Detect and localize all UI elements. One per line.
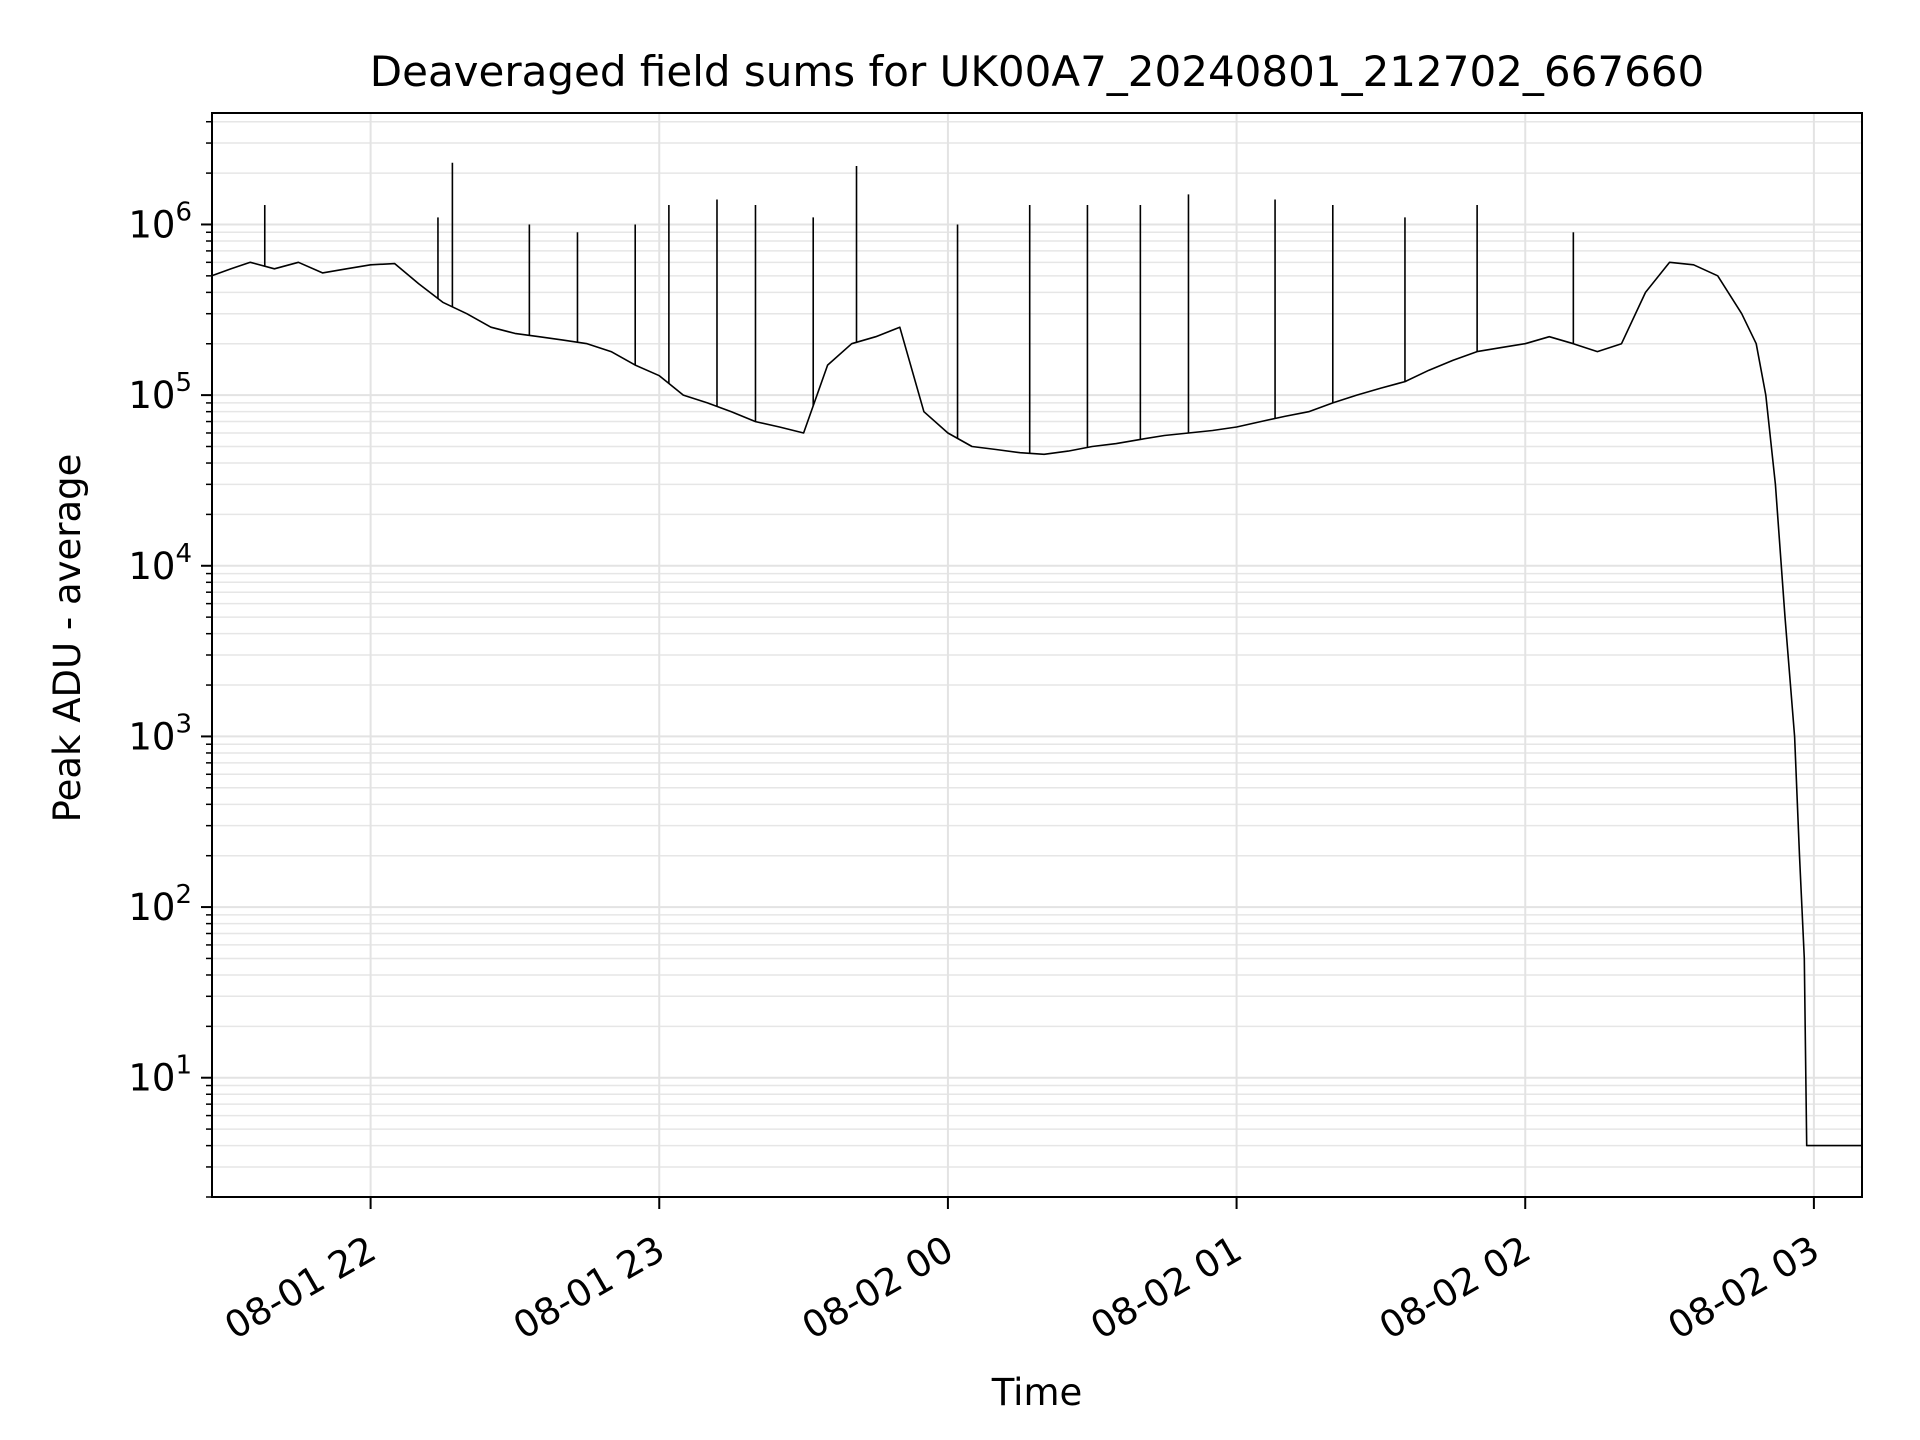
plot-lines bbox=[211, 162, 1862, 1147]
series-line bbox=[211, 261, 1862, 1147]
x-tick-label: 08-02 02 bbox=[1372, 1228, 1538, 1348]
y-tick-exponent: 4 bbox=[175, 539, 192, 569]
y-tick-label: 102 bbox=[128, 880, 192, 929]
chart-title: Deaveraged field sums for UK00A7_2024080… bbox=[370, 47, 1704, 96]
x-tick-label: 08-02 01 bbox=[1084, 1228, 1250, 1348]
y-tick-label: 104 bbox=[128, 539, 192, 588]
y-tick-base: 10 bbox=[128, 886, 175, 929]
y-tick-label: 101 bbox=[128, 1051, 192, 1100]
y-tick-base: 10 bbox=[128, 1057, 175, 1100]
y-tick-base: 10 bbox=[128, 715, 175, 758]
y-axis-label: Peak ADU - average bbox=[46, 454, 89, 823]
x-axis-ticks: 08-01 22 08-01 23 08-02 00 08-02 01 08-02 02… bbox=[218, 1197, 1827, 1348]
x-tick-label: 08-01 23 bbox=[506, 1228, 672, 1348]
y-tick-base: 10 bbox=[128, 545, 175, 588]
y-tick-exponent: 6 bbox=[175, 197, 192, 227]
y-tick-label: 105 bbox=[128, 368, 192, 417]
minor-grid bbox=[212, 120, 1862, 1198]
y-tick-label: 103 bbox=[128, 709, 192, 758]
y-tick-exponent: 2 bbox=[175, 880, 192, 910]
major-grid bbox=[212, 113, 1862, 1197]
x-axis-label: Time bbox=[991, 1371, 1083, 1414]
x-tick-label: 08-02 00 bbox=[795, 1228, 961, 1348]
y-tick-label: 106 bbox=[128, 197, 192, 246]
y-tick-exponent: 1 bbox=[175, 1051, 192, 1081]
y-tick-exponent: 3 bbox=[175, 709, 192, 739]
x-tick-label: 08-01 22 bbox=[218, 1228, 384, 1348]
x-tick-label: 08-02 03 bbox=[1661, 1228, 1827, 1348]
y-tick-base: 10 bbox=[128, 374, 175, 417]
y-tick-exponent: 5 bbox=[175, 368, 192, 398]
y-tick-base: 10 bbox=[128, 203, 175, 246]
